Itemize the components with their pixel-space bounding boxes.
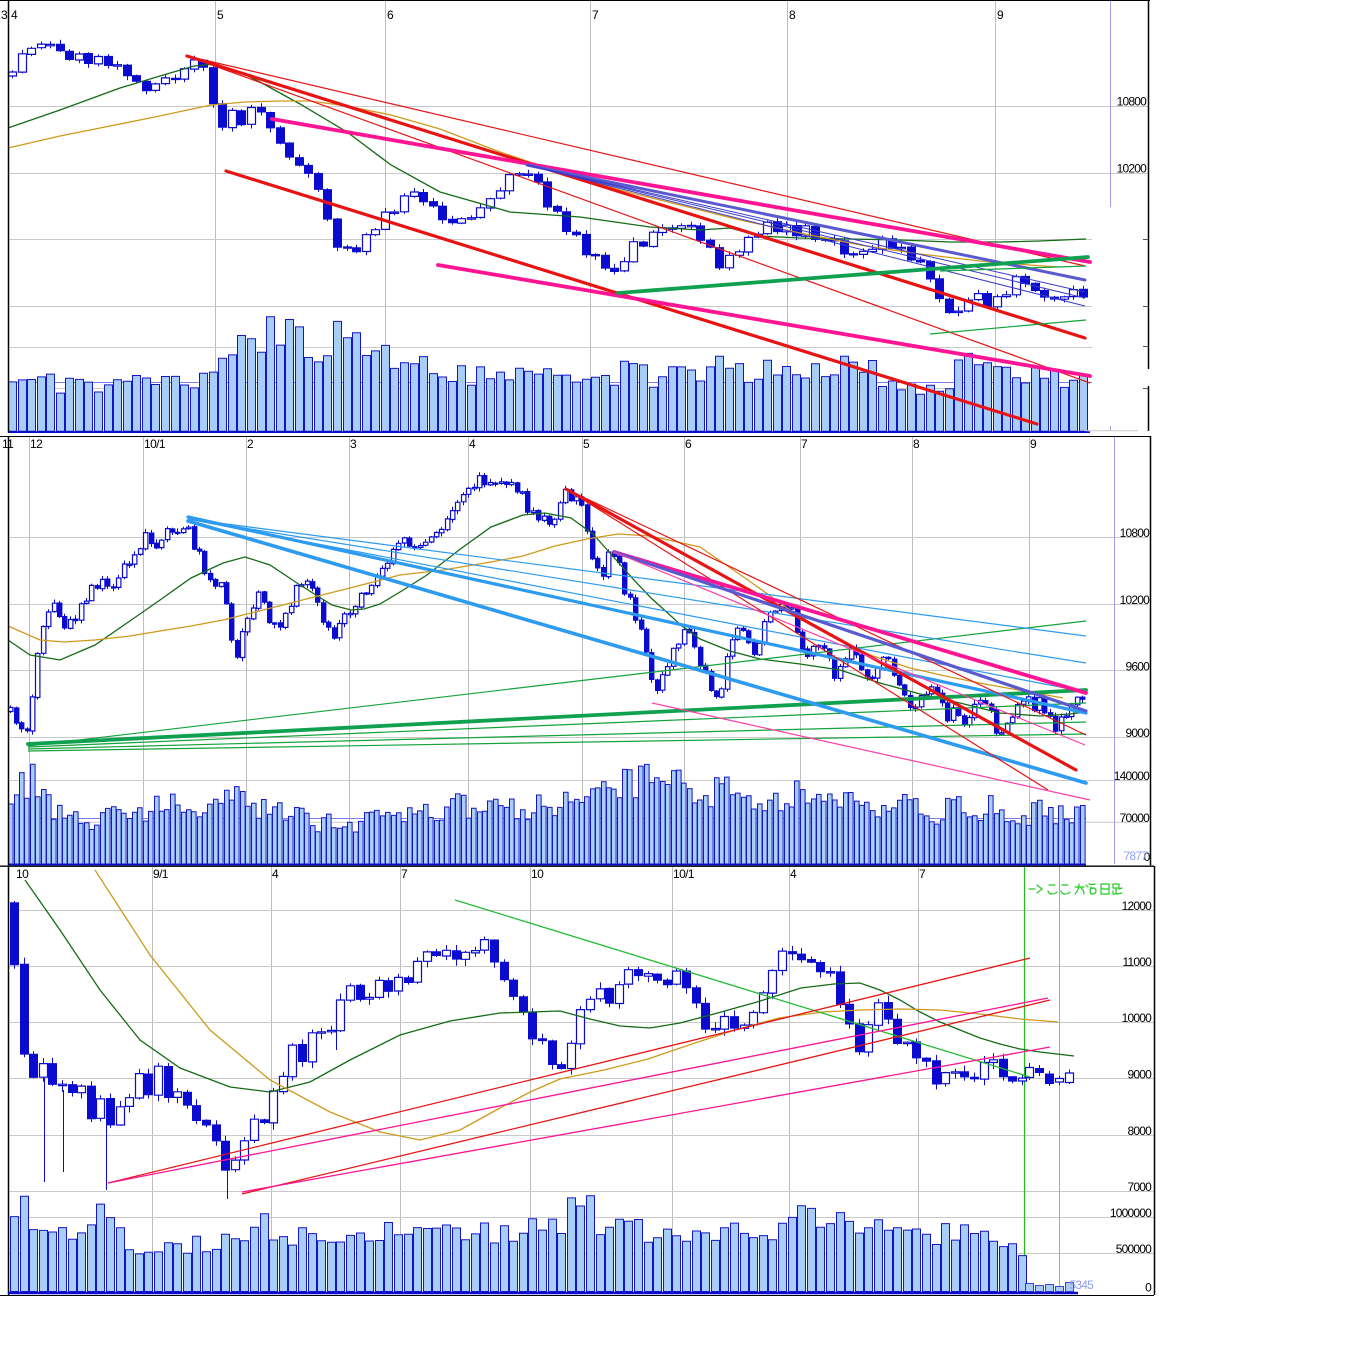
svg-text:0: 0 <box>1144 850 1151 864</box>
svg-text:7: 7 <box>919 867 926 881</box>
svg-text:6: 6 <box>387 8 394 22</box>
svg-text:10800: 10800 <box>1117 95 1147 109</box>
svg-text:10200: 10200 <box>1117 162 1147 176</box>
svg-text:4: 4 <box>272 867 279 881</box>
svg-text:2: 2 <box>247 437 254 451</box>
svg-text:5345: 5345 <box>1070 1278 1095 1292</box>
svg-text:11: 11 <box>2 437 14 451</box>
svg-text:9000: 9000 <box>1128 1068 1153 1082</box>
svg-text:7877: 7877 <box>1124 849 1149 863</box>
svg-text:7: 7 <box>592 8 599 22</box>
svg-text:9/1: 9/1 <box>153 867 169 881</box>
svg-text:9000: 9000 <box>1126 726 1151 740</box>
svg-text:7000: 7000 <box>1128 1180 1153 1194</box>
svg-text:10: 10 <box>16 867 29 881</box>
svg-text:10: 10 <box>531 867 544 881</box>
svg-text:8000: 8000 <box>1128 1124 1153 1138</box>
svg-text:12: 12 <box>30 437 43 451</box>
svg-text:6: 6 <box>685 437 692 451</box>
svg-text:9: 9 <box>1030 437 1037 451</box>
svg-text:9600: 9600 <box>1126 660 1151 674</box>
svg-text:10/1: 10/1 <box>144 437 166 451</box>
svg-text:10200: 10200 <box>1120 593 1150 607</box>
svg-text:70000: 70000 <box>1120 811 1150 825</box>
svg-text:10000: 10000 <box>1122 1011 1152 1025</box>
svg-text:140000: 140000 <box>1114 769 1150 783</box>
svg-text:12000: 12000 <box>1122 899 1152 913</box>
svg-text:4: 4 <box>469 437 476 451</box>
svg-text:500000: 500000 <box>1116 1242 1152 1256</box>
svg-text:8: 8 <box>913 437 920 451</box>
svg-text:8: 8 <box>789 8 796 22</box>
svg-text:7: 7 <box>401 867 408 881</box>
svg-text:3: 3 <box>1 8 8 22</box>
svg-text:3: 3 <box>350 437 357 451</box>
svg-text:4: 4 <box>790 867 797 881</box>
svg-text:0: 0 <box>1145 1281 1152 1295</box>
svg-text:10800: 10800 <box>1120 526 1150 540</box>
svg-text:11000: 11000 <box>1123 955 1153 969</box>
svg-text:5: 5 <box>217 8 224 22</box>
svg-text:5: 5 <box>583 437 590 451</box>
svg-text:9: 9 <box>997 8 1004 22</box>
svg-text:4: 4 <box>11 8 18 22</box>
svg-text:7: 7 <box>801 437 808 451</box>
svg-text:1000000: 1000000 <box>1110 1206 1152 1220</box>
svg-text:10/1: 10/1 <box>673 867 695 881</box>
